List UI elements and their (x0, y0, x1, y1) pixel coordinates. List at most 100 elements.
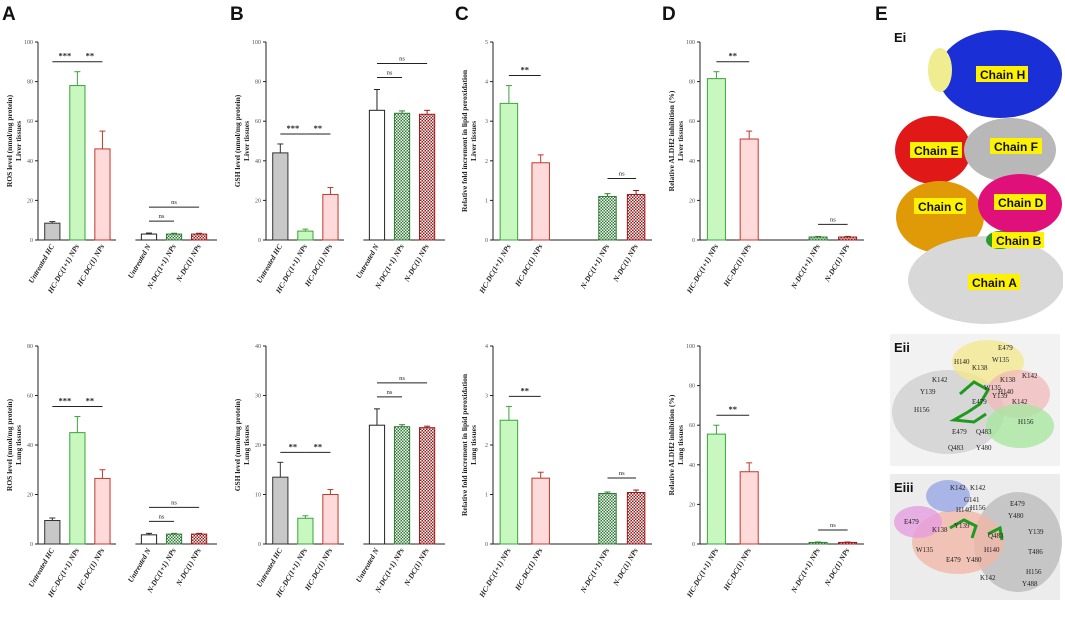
y-tick-label: 20 (27, 493, 33, 499)
eii-res: K138 (1000, 376, 1016, 384)
yellow-chain-surface (928, 48, 952, 92)
y-axis-label-line: Lung tissues (14, 425, 23, 465)
significance-label: ns (171, 199, 177, 206)
y-tick-label: 20 (689, 502, 695, 508)
eiii-blue-surface (926, 480, 970, 512)
chain-d-label-box (994, 194, 1046, 210)
panel-letter-e: E (875, 4, 888, 25)
subpanel-label-eiii: Eiii (894, 480, 914, 495)
x-category-label: HC-DC(1) NPs (512, 546, 544, 592)
y-tick-label: 40 (689, 463, 695, 469)
y-tick-label: 1 (485, 198, 488, 204)
significance-label: ns (619, 470, 625, 477)
y-tick-label: 0 (30, 542, 33, 548)
y-axis-label-line: GSH level (nmol/mg protein) (233, 398, 242, 491)
chain-e-label-box (910, 142, 962, 158)
y-tick-label: 2 (485, 443, 488, 449)
significance-label: ** (521, 385, 530, 395)
y-axis-label-line: Liver tissues (242, 121, 251, 161)
x-category-label: HC-DC(1+1) NPs (684, 546, 720, 599)
chain-b-label-box (992, 232, 1044, 248)
eiii-res: W135 (916, 546, 934, 554)
bar (499, 102, 519, 241)
significance-label: ns (159, 213, 165, 220)
y-axis-label: ROS level (nmol/mg protein)Lung tissues (5, 398, 23, 491)
y-tick-label: 10 (255, 493, 261, 499)
significance-label: ns (399, 375, 405, 382)
bar (838, 236, 858, 241)
bar (706, 78, 726, 241)
y-axis-label: GSH level (nmol/mg protein)Liver tissues (233, 94, 251, 187)
eiii-gray-surface (974, 492, 1062, 592)
bar (598, 493, 617, 545)
x-category-label: N-DC(1+1) NPs (578, 242, 611, 291)
bar (272, 476, 289, 545)
structure-eii: Eii E479 H140 W135 K138 K142 K138 K142 H… (890, 334, 1060, 466)
chart-ros-liver: 0 20 40 60 80 100 ROS level (nmol/mg protein)L… (5, 40, 217, 296)
y-axis-label-line: Liver tissues (469, 121, 478, 161)
eii-res: K142 (1022, 372, 1038, 380)
y-tick-label: 5 (485, 40, 488, 46)
y-axis-label: Relative fold increment in lipid peroxid… (460, 69, 478, 212)
structure-ei: Ei Chain H Chain E Chain F Chain C Chain… (894, 30, 1063, 324)
chain-c-label-box (914, 198, 966, 214)
significance-label: ns (399, 56, 405, 63)
eiii-res: H140 (984, 546, 1000, 554)
significance-label: ns (387, 389, 393, 396)
x-category-label: N-DC(1) NPs (174, 546, 203, 588)
eiii-res: K138 (932, 526, 948, 534)
chain-a-label: Chain A (972, 276, 1017, 290)
significance-label: ns (619, 171, 625, 178)
y-tick-label: 80 (27, 344, 33, 350)
x-category-label: N-DC(1) NPs (611, 242, 640, 284)
eiii-res: Y480 (966, 556, 982, 564)
eiii-res: K142 (950, 484, 966, 492)
y-axis-label-line: Lung tissues (676, 425, 685, 465)
y-axis-label: Relative ALDH2 inhibition (%)Liver tissu… (667, 90, 685, 191)
bar (499, 419, 519, 545)
x-category-label: HC-DC(1) NPs (721, 242, 753, 288)
y-tick-label: 0 (30, 238, 33, 244)
eiii-ligand (949, 518, 1004, 541)
significance-label: ** (521, 65, 530, 75)
y-axis-label-line: Relative fold increment in lipid peroxid… (460, 373, 469, 516)
y-tick-label: 100 (686, 344, 695, 350)
y-tick-label: 80 (27, 80, 33, 86)
x-category-label: N-DC(1) NPs (611, 546, 640, 588)
y-tick-label: 60 (27, 394, 33, 400)
x-category-label: N-DC(1+1) NPs (789, 546, 822, 595)
bar (190, 233, 208, 241)
eii-ligand (949, 380, 991, 424)
bar (190, 533, 208, 545)
chart-lipid-lung: 0 1 2 3 4 Relative fold increment in lipid pe… (460, 344, 652, 600)
eiii-res: Y139 (1028, 528, 1044, 536)
eii-res: Y139 (920, 388, 936, 396)
eii-green-surface (986, 404, 1054, 448)
y-axis-label-line: Relative fold increment in lipid peroxid… (460, 69, 469, 212)
structure-panel: Ei Chain H Chain E Chain F Chain C Chain… (890, 30, 1063, 600)
chain-a-label-box (968, 274, 1020, 290)
bar (808, 541, 828, 545)
eiii-res: E479 (946, 556, 961, 564)
y-tick-label: 4 (485, 344, 488, 350)
chart-lipid-liver: 0 1 2 3 4 5 Relative fold increment in lipid p… (460, 40, 652, 296)
y-tick-label: 20 (255, 443, 261, 449)
eiii-res: Y139 (954, 522, 970, 530)
x-category-label: Untreated N (126, 242, 153, 280)
significance-label: ns (830, 522, 836, 529)
bar (140, 534, 158, 545)
chain-e-label: Chain E (914, 144, 959, 158)
significance-label: *** (58, 396, 71, 406)
significance-label: ns (387, 70, 393, 77)
chain-f-label: Chain F (994, 140, 1038, 154)
y-tick-label: 40 (255, 159, 261, 165)
y-tick-label: 80 (689, 80, 695, 86)
y-tick-label: 20 (689, 198, 695, 204)
significance-label: ns (159, 513, 165, 520)
eii-res: H140 (954, 358, 970, 366)
eiii-res: G141 (964, 496, 980, 504)
eiii-res: E479 (904, 518, 919, 526)
structure-eiii: Eiii K142 K142 G141 H140 H156 E479 Y480 … (890, 474, 1062, 600)
eii-res: H140 (998, 388, 1014, 396)
bar (44, 519, 61, 545)
